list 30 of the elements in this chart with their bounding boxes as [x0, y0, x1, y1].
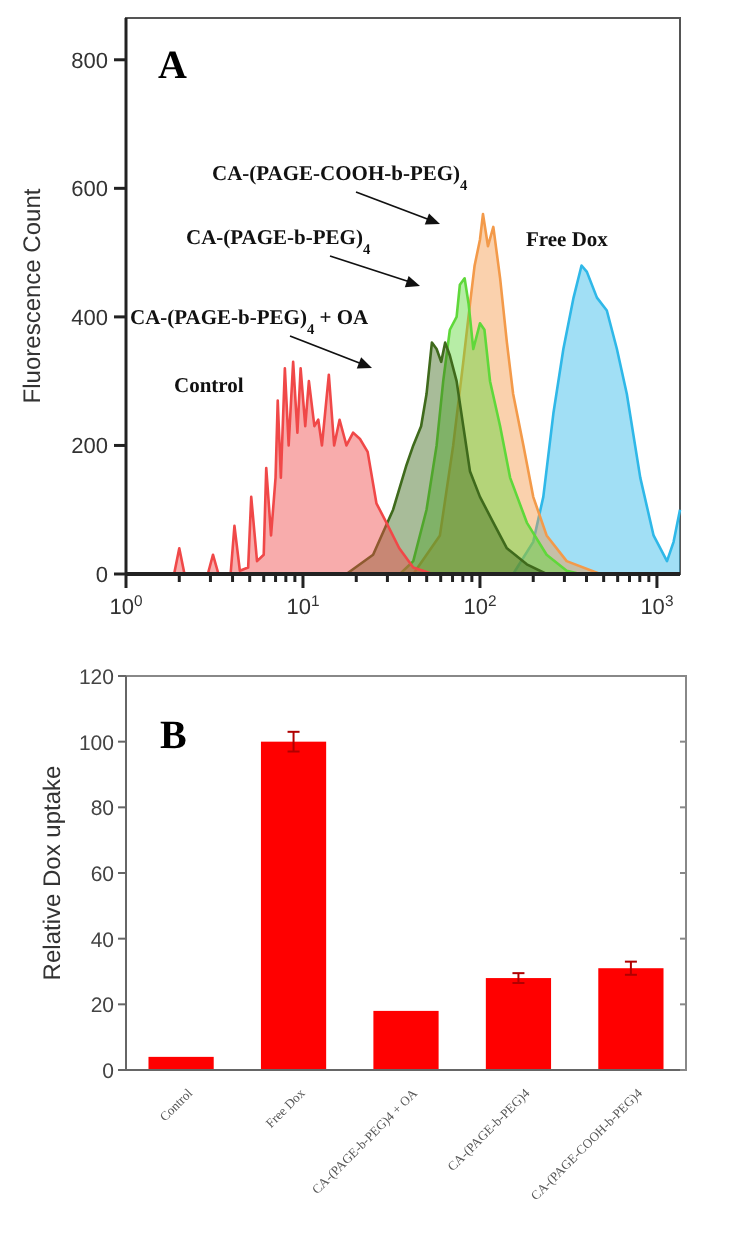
y-tick-label: 400 [71, 306, 108, 331]
y-tick-label: 20 [90, 994, 115, 1019]
x-tick-label: 10$^{3}$ [640, 591, 674, 620]
text: A [158, 44, 188, 88]
y-axis-title: Fluorescence Count [18, 187, 46, 404]
y-axis-title: Relative Dox uptake [38, 764, 66, 981]
y-tick-label: 0 [95, 564, 108, 588]
bar [373, 1010, 439, 1070]
series-label: CA-(PAGE-COOH-b-PEG)$_{4}$ [212, 164, 469, 193]
y-tick-label: 80 [90, 797, 115, 822]
y-tick-label: 100 [78, 731, 115, 756]
y-tick-label: 40 [90, 928, 115, 953]
text: B [160, 714, 187, 758]
bar [148, 1056, 214, 1070]
y-tick-label: 0 [102, 1060, 115, 1084]
bar [260, 741, 327, 1070]
text: CA-(PAGE-b-PEG)$_{4}$ + OA [130, 308, 370, 337]
text: CA-(PAGE-b-PEG)$_{4}$ [186, 228, 371, 257]
x-tick-label: 10$^{2}$ [463, 591, 497, 620]
bar [485, 978, 552, 1070]
y-tick-label: 600 [71, 178, 108, 203]
series-label: Free Dox [526, 230, 610, 252]
y-tick-label: 800 [71, 49, 108, 74]
series-label: Control [174, 376, 244, 398]
bar [598, 968, 664, 1070]
x-tick-label: 10$^{0}$ [109, 591, 143, 620]
x-tick-label: 10$^{1}$ [286, 591, 320, 620]
y-tick-label: 200 [71, 435, 108, 460]
y-tick-label: 60 [90, 863, 115, 887]
y-tick-label: 120 [78, 666, 115, 690]
